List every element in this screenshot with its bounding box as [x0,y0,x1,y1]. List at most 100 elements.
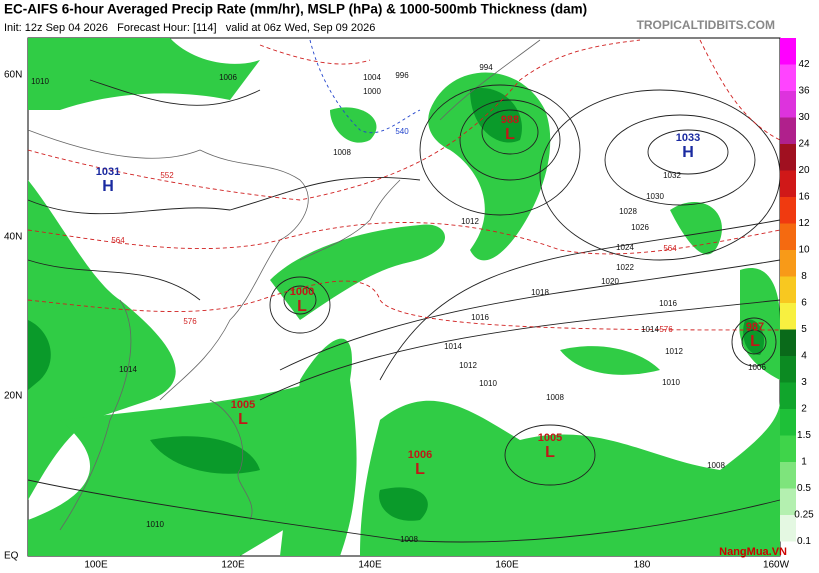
subtitle: Init: 12z Sep 04 2026 Forecast Hour: [11… [4,22,375,34]
colorbar-label: 16 [798,192,810,203]
center-letter: L [415,461,425,478]
colorbar-label: 10 [798,245,810,256]
isobar-label: 1020 [601,277,619,286]
colorbar-swatch [780,38,796,65]
colorbar-swatch [780,329,796,356]
isobar-label: 1024 [616,243,634,252]
isobars [27,79,781,543]
isobar-label: 1028 [619,207,637,216]
logo: NangMua.VN [719,546,787,558]
isobar-label: 1012 [459,361,477,370]
isobar-label: 1012 [665,347,683,356]
colorbar-label: 4 [801,351,807,362]
colorbar-swatch [780,117,796,144]
lon-label: 180 [634,560,651,571]
colorbar-label: 42 [798,59,810,70]
colorbar-swatch [780,197,796,224]
center-letter: L [505,126,515,143]
colorbar-label: 3 [801,377,807,388]
isobar-label: 1014 [444,342,462,351]
isobar-label: 1006 [219,73,237,82]
colorbar-swatch [780,170,796,197]
lon-label: 100E [84,560,108,571]
colorbar-label: 20 [798,165,810,176]
isobar-label: 1014 [641,325,659,334]
center-value: 1000 [290,286,314,298]
isobar-label: 1010 [31,77,49,86]
lat-label: 60N [4,70,22,81]
isobar-label: 1008 [707,461,725,470]
colorbar-swatch [780,223,796,250]
colorbar-label: 1.5 [797,430,811,441]
thickness-540 [309,39,421,134]
isobar-label: 1010 [146,520,164,529]
center-value: 1031 [96,166,120,178]
thickness-label: 564 [111,236,125,245]
colorbar-label: 1 [801,457,807,468]
isobar-label: 1004 [363,73,381,82]
colorbar-label: 0.5 [797,483,811,494]
thickness-label: 564 [663,244,677,253]
isobar-label: 1032 [663,171,681,180]
isobar-label: 1022 [616,263,634,272]
isobar-label: 1016 [471,313,489,322]
isobar-label: 994 [479,63,493,72]
colorbar-label: 24 [798,139,810,150]
center-letter: H [682,144,694,161]
lon-label: 140E [358,560,382,571]
colorbar-swatch [780,64,796,91]
isobar-label: 1008 [400,535,418,544]
isobar-label: 1006 [748,363,766,372]
colorbar-swatch [780,515,796,542]
isobar-label: 1012 [461,217,479,226]
colorbar-label: 5 [801,324,807,335]
colorbar-swatch [780,488,796,515]
center-value: 1005 [538,432,562,444]
colorbar-swatch [780,462,796,489]
isobar-label: 1030 [646,192,664,201]
colorbar-swatch [780,382,796,409]
thickness-label: 576 [659,325,673,334]
center-letter: L [545,444,555,461]
colorbar-swatch [780,276,796,303]
colorbar-swatch [780,250,796,277]
title: EC-AIFS 6-hour Averaged Precip Rate (mm/… [4,2,587,17]
lat-label: EQ [4,551,19,562]
axes: 60N 40N 20N EQ 100E 120E 140E 160E 180 160W [4,70,790,571]
colorbar-label: 0.25 [794,510,814,521]
lat-label: 20N [4,391,22,402]
colorbar-label: 8 [801,271,807,282]
precip-heavy [28,88,765,521]
lon-label: 160W [763,560,790,571]
isobar-label: 1016 [659,299,677,308]
colorbar: 42 36 30 24 20 16 12 10 8 6 5 4 3 2 1.5 1 0.5 0.25 0.1 [780,38,814,547]
center-letter: L [297,298,307,315]
colorbar-swatch [780,409,796,436]
lon-label: 120E [221,560,245,571]
colorbar-label: 30 [798,112,810,123]
center-value: 1005 [231,399,255,411]
colorbar-swatch [780,435,796,462]
thickness-label: 552 [160,171,174,180]
colorbar-label: 12 [798,218,810,229]
center-value: 1033 [676,132,700,144]
center-letter: L [750,333,760,350]
colorbar-swatch [780,144,796,171]
isobar-label: 1010 [479,379,497,388]
colorbar-swatch [780,303,796,330]
colorbar-label: 0.1 [797,536,811,547]
isobar-label: 1018 [531,288,549,297]
isobar-label: 1008 [546,393,564,402]
lon-label: 160E [495,560,519,571]
thickness-lines [27,39,781,331]
site-credit: TROPICALTIDBITS.COM [637,18,775,32]
isobar-label: 1014 [119,365,137,374]
center-value: 1006 [408,449,432,461]
colorbar-label: 6 [801,298,807,309]
coastlines [27,39,541,531]
center-letter: H [102,178,114,195]
